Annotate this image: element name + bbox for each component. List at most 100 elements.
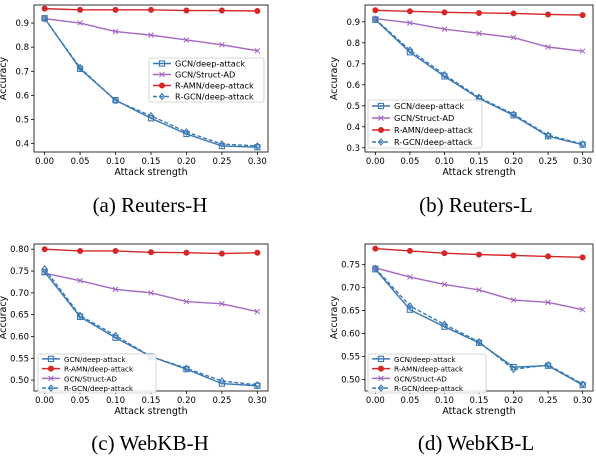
legend-item: GCN/Struct-AD <box>372 113 454 123</box>
y-tick-label: 0.6 <box>15 91 29 101</box>
legend-label: GCN/deep-attack <box>394 355 456 364</box>
data-point <box>41 264 48 273</box>
chart-panel-3: 0.00 0.05 0.10 0.15 0.20 0.25 0.30 0.50 0.55 0.60… <box>0 243 269 455</box>
data-point <box>183 7 190 14</box>
y-tick-label: 0.70 <box>10 289 29 299</box>
legend-item: GCN/deep-attack <box>153 59 245 69</box>
x-tick-label: 0.30 <box>248 396 267 406</box>
legend-label: R-AMN/deep-attack <box>64 365 134 374</box>
data-point <box>545 44 551 50</box>
legend-item: GCN/deep-attack <box>372 101 464 111</box>
series-rgcn <box>372 264 586 388</box>
data-point <box>219 300 225 307</box>
y-tick-label: 0.65 <box>341 307 360 317</box>
chart-panel-4: 0.00 0.05 0.10 0.15 0.20 0.25 0.30 0.50 0.55 0.60… <box>329 243 594 455</box>
data-point <box>441 250 448 257</box>
x-tick-label: 0.30 <box>573 157 592 167</box>
legend-item: R-AMN/deep-attack <box>372 125 473 135</box>
series-line <box>44 18 258 147</box>
y-axis-label: Accuracy <box>329 56 340 100</box>
data-point <box>441 320 448 329</box>
x-tick-label: 0.10 <box>435 396 454 406</box>
x-axis-label: Attack strength <box>442 406 515 417</box>
x-tick-label: 0.10 <box>435 157 454 167</box>
legend-label: R-AMN/deep-attack <box>394 365 464 374</box>
legend-marker <box>47 355 55 363</box>
legend-box <box>367 99 483 149</box>
data-point <box>218 140 226 148</box>
legend-marker <box>48 365 55 372</box>
y-tick-label: 0.55 <box>341 353 360 363</box>
legend-item: R-GCN/deep-attack <box>153 92 254 102</box>
data-point <box>475 9 482 16</box>
legend-label: GCN/Struct-AD <box>394 113 454 123</box>
data-point <box>476 30 482 37</box>
x-tick-label: 0.05 <box>71 157 90 167</box>
x-tick-label: 0.25 <box>212 396 231 406</box>
y-axis-label: Accuracy <box>0 295 9 339</box>
x-tick-label: 0.15 <box>470 157 489 167</box>
y-tick-label: 0.7 <box>346 60 360 70</box>
chart-panel-1: 0.00 0.05 0.10 0.15 0.20 0.25 0.30 0.4 0.5 0.6 0.7… <box>0 4 269 217</box>
panel-caption: (a) Reuters-H <box>93 193 208 217</box>
y-tick-label: 0.6 <box>346 81 360 91</box>
data-point <box>407 19 413 26</box>
legend: GCN/deep-attackR-AMN/deep-attackGCN/Stru… <box>37 353 157 394</box>
data-point <box>545 253 552 260</box>
data-point <box>579 306 586 313</box>
legend-item: GCN/Struct-AD <box>42 374 117 383</box>
series-gcn_struct <box>41 270 261 315</box>
legend-label: GCN/Struct-AD <box>64 374 117 383</box>
y-axis-label: Accuracy <box>329 295 340 339</box>
x-tick-label: 0.05 <box>400 157 419 167</box>
y-tick-label: 0.60 <box>10 332 29 342</box>
legend-marker <box>378 375 384 382</box>
data-point <box>112 96 119 105</box>
legend-item: GCN/deep-attack <box>372 355 456 364</box>
data-point <box>218 250 225 257</box>
y-tick-label: 0.55 <box>10 354 29 364</box>
data-point <box>579 254 586 261</box>
legend-label: GCN/Struct-AD <box>175 70 235 80</box>
panel-caption: (b) Reuters-L <box>419 193 533 217</box>
series-gcn_struct <box>372 15 586 55</box>
panel-caption: (d) WebKB-L <box>418 431 534 455</box>
y-tick-label: 0.5 <box>346 102 360 112</box>
data-point <box>218 7 225 14</box>
legend-item: R-GCN/deep-attack <box>42 384 134 393</box>
x-tick-label: 0.00 <box>366 157 385 167</box>
data-point <box>579 380 586 388</box>
legend-box <box>37 353 157 394</box>
series-gcn_struct <box>372 265 586 313</box>
y-tick-label: 0.75 <box>341 261 360 271</box>
data-point <box>406 247 413 254</box>
data-point <box>77 247 84 254</box>
series-ramn <box>41 5 261 15</box>
x-tick-label: 0.00 <box>35 157 54 167</box>
series-line <box>374 267 583 385</box>
data-point <box>510 110 517 119</box>
x-tick-label: 0.20 <box>177 157 196 167</box>
data-point <box>77 20 83 26</box>
legend-label: R-AMN/deep-attack <box>175 81 254 91</box>
series-line <box>375 17 583 52</box>
data-point <box>148 32 154 38</box>
data-point <box>441 26 448 33</box>
legend-item: R-AMN/deep-attack <box>372 365 464 374</box>
data-point <box>112 286 119 293</box>
data-point <box>147 6 154 13</box>
series-gcn_struct <box>41 15 261 54</box>
legend: GCN/deep-attackGCN/Struct-ADR-AMN/deep-a… <box>148 57 265 103</box>
x-tick-label: 0.00 <box>366 396 385 406</box>
legend-label: R-AMN/deep-attack <box>394 125 473 135</box>
data-point <box>476 287 482 293</box>
x-tick-label: 0.15 <box>470 396 489 406</box>
series-line <box>374 19 583 146</box>
data-point <box>372 7 379 14</box>
legend-label: R-GCN/deep-attack <box>394 384 464 393</box>
legend-label: GCN/Struct-AD <box>394 374 447 383</box>
legend-marker <box>159 71 165 78</box>
data-point <box>254 47 261 54</box>
data-point <box>112 28 119 35</box>
x-tick-label: 0.20 <box>177 396 196 406</box>
